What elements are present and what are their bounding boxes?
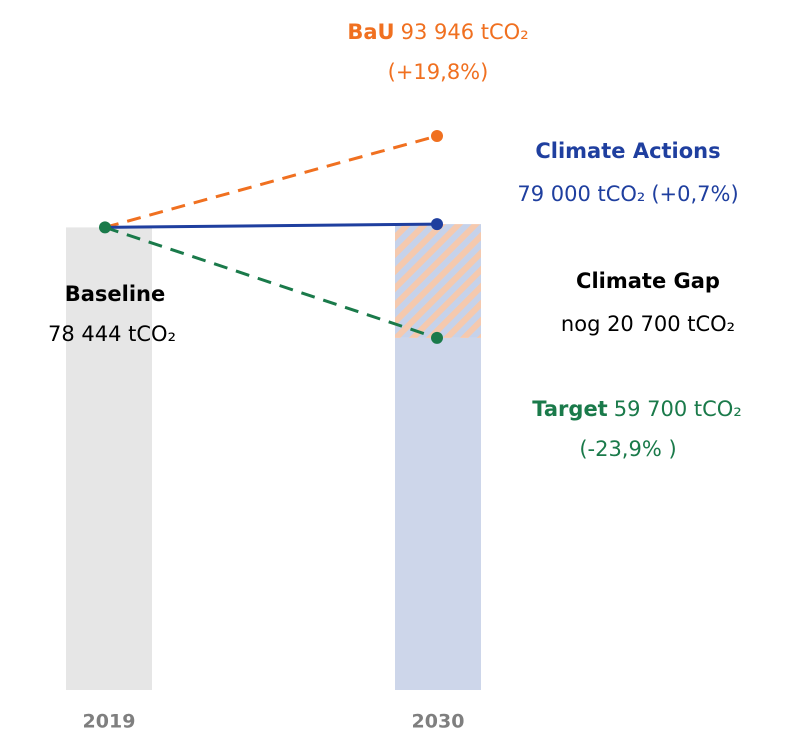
scenario-name: BaU bbox=[347, 20, 394, 44]
scenario-value: 59 700 tCO₂ bbox=[614, 397, 742, 421]
baseline-value: 78 444 tCO₂ bbox=[48, 322, 176, 346]
baseline-name: Baseline bbox=[65, 282, 166, 306]
scenario-change: (+19,8%) bbox=[388, 60, 489, 84]
gap-value: nog 20 700 tCO₂ bbox=[561, 312, 735, 336]
actions-label: 79 000 tCO₂ (+0,7%) bbox=[517, 182, 738, 206]
scenario-point bbox=[431, 218, 443, 231]
baseline-bar bbox=[66, 227, 152, 691]
scenario-name: Target bbox=[532, 397, 607, 421]
category-label: 2019 bbox=[83, 711, 136, 733]
scenario-line bbox=[104, 222, 438, 229]
scenario-point bbox=[431, 331, 443, 344]
scenario-line bbox=[104, 225, 438, 340]
bau-label: BaU 93 946 tCO₂ bbox=[347, 20, 528, 44]
target-bar bbox=[395, 337, 481, 690]
scenario-change: (+0,7%) bbox=[651, 182, 738, 206]
scenario-line bbox=[104, 134, 438, 229]
target-label: Target 59 700 tCO₂ bbox=[532, 397, 741, 421]
scenario-name: Climate Actions bbox=[535, 139, 720, 163]
gap-bar bbox=[395, 224, 481, 338]
category-label: 2030 bbox=[412, 711, 465, 733]
scenario-point bbox=[431, 129, 443, 142]
scenario-change: (-23,9% ) bbox=[579, 437, 676, 461]
baseline-point bbox=[99, 221, 111, 234]
gap-name: Climate Gap bbox=[576, 269, 720, 293]
scenario-value: 79 000 tCO₂ bbox=[517, 182, 645, 206]
scenario-value: 93 946 tCO₂ bbox=[401, 20, 529, 44]
